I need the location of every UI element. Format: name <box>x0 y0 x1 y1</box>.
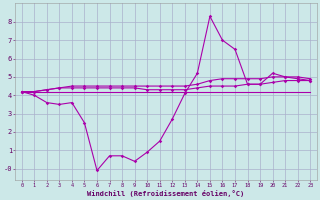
X-axis label: Windchill (Refroidissement éolien,°C): Windchill (Refroidissement éolien,°C) <box>87 190 244 197</box>
